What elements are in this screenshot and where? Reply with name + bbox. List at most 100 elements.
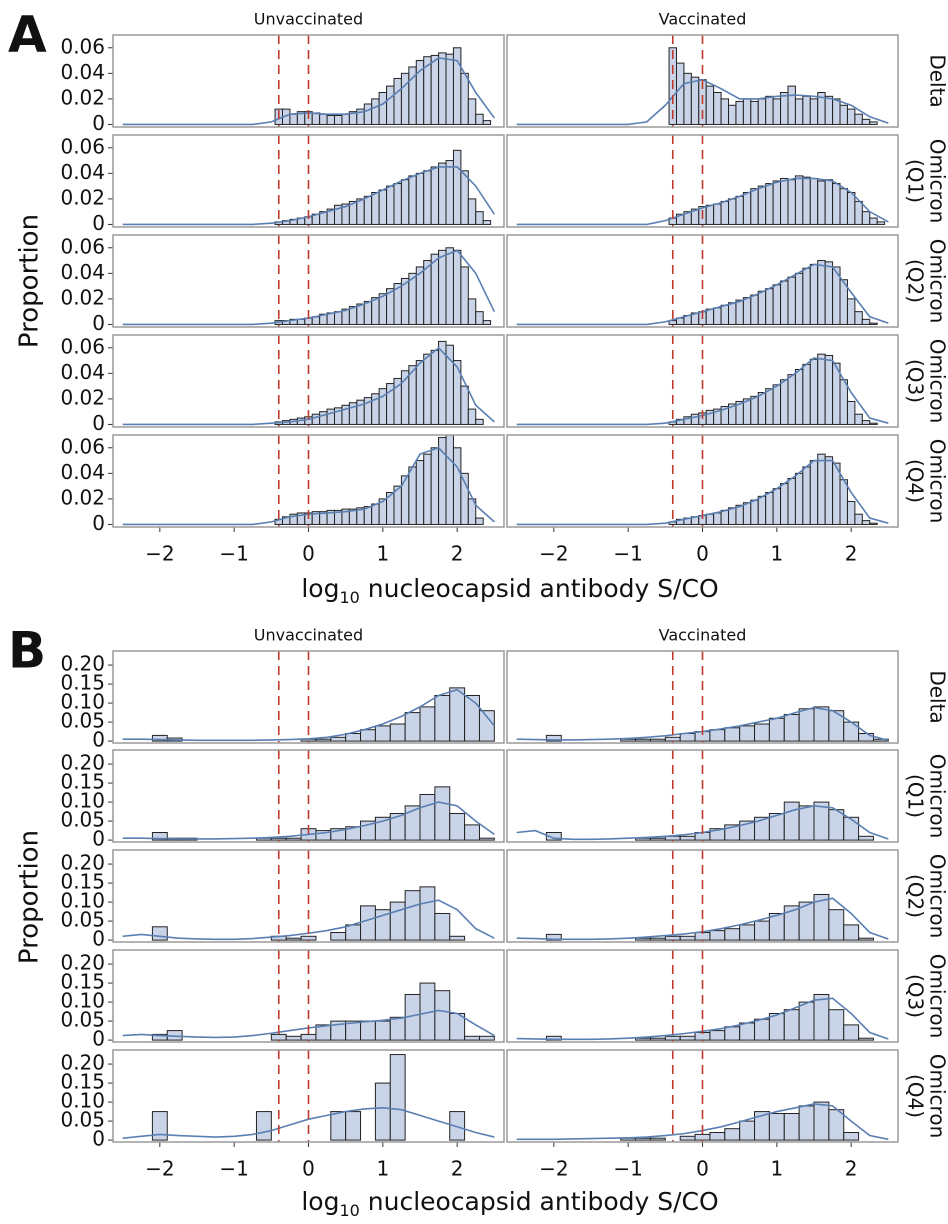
histogram-bar: [861, 520, 871, 525]
x-tick-label: −1: [219, 1157, 248, 1181]
histogram-bar: [635, 1037, 651, 1041]
y-tick-label: 0.10: [60, 789, 105, 813]
histogram-bar: [854, 113, 863, 125]
row-strip-label: Omicron: [926, 339, 948, 423]
histogram-bar: [334, 311, 343, 325]
histogram-bar: [664, 1035, 681, 1041]
x-tick-label: −1: [219, 542, 248, 566]
x-tick-label: −1: [613, 1157, 642, 1181]
x-tick-label: −1: [613, 542, 642, 566]
histogram-bar: [858, 1037, 874, 1041]
histogram-bar: [430, 166, 440, 225]
histogram-bar: [478, 710, 495, 742]
histogram-bar: [635, 1137, 651, 1141]
histogram-bar: [705, 204, 715, 225]
histogram-bar: [765, 95, 774, 125]
histogram-bar: [545, 734, 562, 742]
histogram-bar: [445, 247, 454, 325]
row-strip-label: (Q4): [904, 459, 928, 503]
histogram-bar: [772, 98, 782, 125]
histogram-bar: [750, 499, 759, 525]
histogram-bar: [742, 297, 752, 325]
histogram-bar: [289, 113, 298, 125]
histogram-bar: [356, 303, 365, 325]
histogram-bar: [720, 509, 730, 525]
histogram-bar: [285, 937, 302, 941]
histogram-bar: [846, 192, 856, 225]
histogram-bar: [809, 358, 819, 425]
histogram-bar: [742, 502, 752, 525]
histogram-bar: [475, 311, 484, 325]
histogram-bar: [452, 249, 462, 325]
histogram-bar: [869, 522, 878, 525]
y-tick-label: 0: [92, 411, 105, 435]
y-tick-label: 0: [92, 311, 105, 335]
histogram-bar: [824, 179, 834, 225]
x-tick-label: 1: [376, 542, 389, 566]
histogram-bar: [434, 990, 451, 1041]
y-tick-label: 0: [92, 1127, 105, 1151]
histogram-bar: [419, 706, 436, 742]
histogram-bar: [151, 926, 168, 941]
histogram-bar: [445, 53, 454, 125]
histogram-bar: [482, 120, 492, 125]
histogram-bar: [464, 1035, 480, 1041]
histogram-bar: [434, 694, 451, 742]
y-tick-label: 0.02: [60, 485, 105, 509]
x-axis-label-part: nucleocapsid antibody S/CO: [360, 574, 719, 603]
histogram-bar: [705, 308, 715, 325]
histogram-bar: [728, 507, 737, 525]
histogram-bar: [802, 363, 811, 425]
histogram-bar: [739, 1022, 756, 1041]
histogram-bar: [861, 118, 871, 125]
histogram-bar: [739, 725, 756, 742]
facet-border: [506, 650, 899, 744]
histogram-bar: [400, 72, 410, 125]
column-header: Unvaccinated: [254, 10, 363, 29]
panel-letter: A: [8, 6, 47, 64]
histogram-bar: [828, 1109, 845, 1141]
histogram-bar: [832, 98, 841, 125]
histogram-bar: [620, 738, 637, 742]
row-strip-label: (Q4): [904, 1074, 928, 1118]
histogram-bar: [794, 272, 804, 325]
histogram-bar: [386, 185, 395, 225]
histogram-bar: [694, 1133, 711, 1141]
y-tick-label: 0.04: [60, 360, 105, 384]
histogram-bar: [423, 353, 432, 425]
histogram-bar: [713, 92, 722, 125]
histogram-bar: [735, 195, 744, 225]
histogram-bar: [438, 162, 447, 225]
x-tick-label: −2: [145, 542, 174, 566]
histogram-bar: [843, 816, 860, 841]
histogram-bar: [330, 931, 347, 941]
histogram-bar: [787, 477, 796, 525]
y-tick-label: 0: [92, 827, 105, 851]
facet-border: [112, 234, 505, 328]
histogram-bar: [813, 706, 830, 742]
histogram-bar: [754, 920, 770, 941]
y-axis-label: Proportion: [15, 214, 45, 348]
y-tick-label: 0.06: [60, 34, 105, 58]
histogram-bar: [780, 483, 789, 525]
histogram-bar: [839, 188, 848, 225]
x-axis-label-part: log: [301, 574, 339, 603]
histogram-bar: [869, 217, 878, 225]
facet-border: [506, 849, 899, 943]
histogram-bar: [724, 1026, 741, 1041]
histogram-bar: [460, 170, 469, 225]
x-tick-label: 1: [770, 1157, 783, 1181]
histogram-bar: [460, 266, 469, 325]
histogram-bar: [649, 1037, 666, 1041]
y-tick-label: 0.05: [60, 908, 105, 932]
x-tick-label: 2: [451, 1157, 464, 1181]
histogram-bar: [378, 92, 388, 125]
histogram-bar: [809, 460, 819, 525]
y-tick-label: 0: [92, 511, 105, 535]
histogram-bar: [858, 937, 874, 941]
histogram-bar: [802, 95, 811, 125]
row-strip-label: Omicron: [926, 239, 948, 323]
histogram-bar: [438, 52, 447, 125]
row-strip-label: (Q2): [904, 874, 928, 918]
